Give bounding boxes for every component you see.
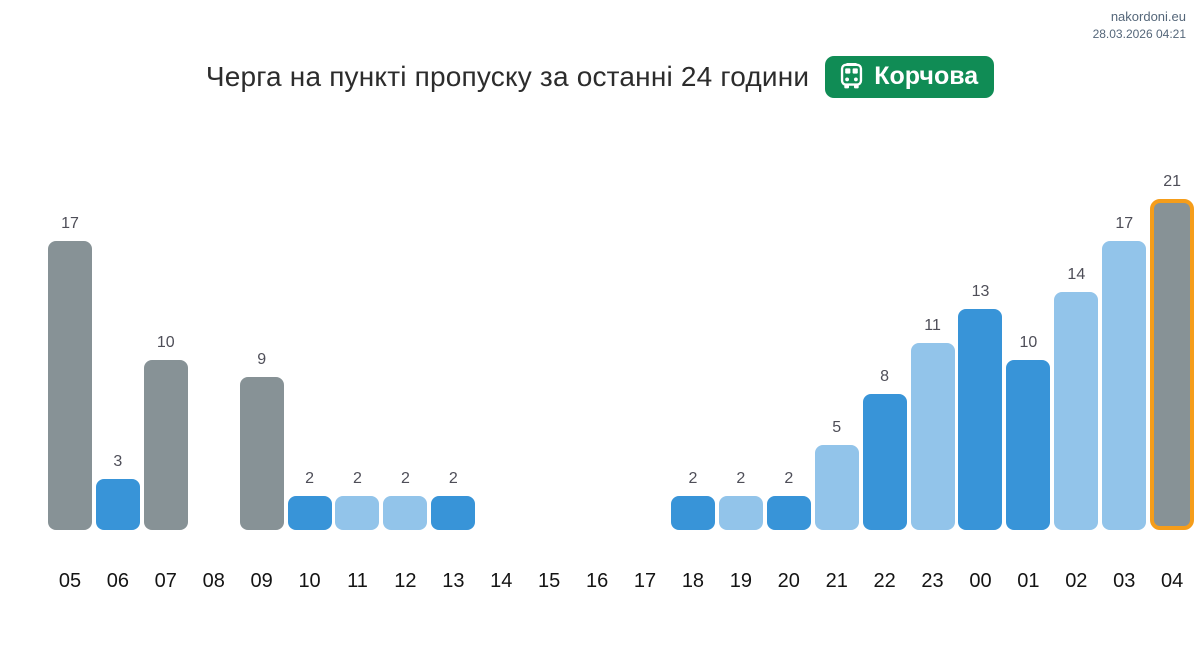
- x-axis-label-03: 03: [1113, 570, 1136, 592]
- x-axis-label-19: 19: [729, 570, 752, 592]
- bar-value-label-20: 2: [784, 470, 794, 487]
- bar-13[interactable]: [431, 496, 476, 530]
- bus-icon: [838, 63, 865, 90]
- checkpoint-badge-label: Корчова: [874, 62, 979, 90]
- bar-slot-22: 8: [861, 173, 909, 530]
- site-header: nakordoni.eu 28.03.2026 04:21: [1093, 8, 1186, 42]
- bar-12[interactable]: [383, 496, 428, 530]
- bar-value-label-22: 8: [880, 368, 890, 385]
- bar-slot-05: 17: [46, 173, 94, 530]
- bar-slot-12: 2: [381, 173, 429, 530]
- bar-value-label-11: 2: [353, 470, 362, 487]
- x-axis-label-08: 08: [202, 570, 225, 592]
- bar-slot-06: 3: [94, 173, 142, 530]
- bar-value-label-03: 17: [1115, 215, 1134, 232]
- x-axis-label-16: 16: [585, 570, 609, 592]
- x-axis-label-12: 12: [394, 570, 417, 592]
- bar-10[interactable]: [287, 496, 332, 530]
- bar-slot-19: 2: [717, 173, 765, 530]
- bar-slot-18: 2: [669, 173, 717, 530]
- bar-20[interactable]: [766, 496, 811, 530]
- bars-row: 17 3 10 9 2 2 2 2 2 2 2 5 8 11 13 10 14 17 21: [46, 173, 1196, 530]
- checkpoint-badge[interactable]: Корчова: [825, 56, 995, 98]
- bar-06[interactable]: [95, 479, 140, 530]
- bar-value-label-10: 2: [305, 470, 315, 487]
- bar-value-label-19: 2: [736, 470, 746, 487]
- x-axis-label-02: 02: [1065, 570, 1088, 592]
- x-axis-label-17: 17: [633, 570, 657, 592]
- bar-value-label-09: 9: [257, 351, 267, 368]
- x-axis-label-20: 20: [777, 570, 800, 592]
- x-axis-label-01: 01: [1017, 570, 1040, 592]
- bar-01[interactable]: [1006, 360, 1051, 530]
- bar-21[interactable]: [814, 445, 859, 530]
- bar-value-label-06: 3: [113, 453, 123, 470]
- bar-18[interactable]: [670, 496, 715, 530]
- bar-slot-23: 11: [909, 173, 957, 530]
- x-axis-label-06: 06: [106, 570, 129, 592]
- x-axis-labels: 05 06 07 08 09 10 11 12 13 14 15 16 17 18 19 20 21 22 23 00…: [46, 570, 1196, 593]
- bar-value-label-12: 2: [400, 470, 410, 487]
- bar-slot-09: 9: [238, 173, 286, 530]
- queue-bar-chart: 17 3 10 9 2 2 2 2 2 2 2 5 8 11 13 10 14 17 21 05 06 07 08 09 10…: [46, 173, 1196, 593]
- x-axis-label-07: 07: [154, 570, 177, 592]
- bar-value-label-05: 17: [61, 215, 79, 232]
- bar-11[interactable]: [335, 496, 380, 530]
- bar-04-current-hour[interactable]: [1150, 199, 1195, 530]
- x-axis-label-09: 09: [250, 570, 273, 592]
- x-axis-label-23: 23: [921, 570, 944, 592]
- site-link[interactable]: nakordoni.eu: [1110, 9, 1186, 24]
- timestamp: 28.03.2026 04:21: [1092, 26, 1186, 41]
- bar-value-label-04: 21: [1163, 173, 1182, 190]
- bar-slot-20: 2: [765, 173, 813, 530]
- bar-03[interactable]: [1102, 241, 1147, 530]
- bar-value-label-21: 5: [832, 419, 842, 436]
- x-axis-label-14: 14: [490, 570, 513, 592]
- x-axis-label-21: 21: [825, 570, 848, 592]
- bar-slot-10: 2: [286, 173, 334, 530]
- bar-slot-11: 2: [334, 173, 382, 530]
- bar-00[interactable]: [958, 309, 1003, 530]
- x-axis-label-13: 13: [442, 570, 465, 592]
- bar-slot-17: [621, 173, 669, 530]
- bar-05[interactable]: [47, 241, 92, 530]
- bar-slot-14: [477, 173, 525, 530]
- bar-value-label-07: 10: [156, 334, 175, 351]
- bar-value-label-01: 10: [1019, 334, 1038, 351]
- bar-07[interactable]: [143, 360, 188, 530]
- bar-slot-15: [525, 173, 573, 530]
- x-axis-label-04: 04: [1161, 570, 1184, 592]
- bar-slot-00: 13: [957, 173, 1005, 530]
- bar-slot-21: 5: [813, 173, 861, 530]
- bar-slot-13: 2: [429, 173, 477, 530]
- bar-value-label-13: 2: [448, 470, 458, 487]
- bar-slot-16: [573, 173, 621, 530]
- x-axis-label-05: 05: [58, 570, 82, 592]
- bar-19[interactable]: [718, 496, 763, 530]
- x-axis-label-11: 11: [347, 570, 368, 592]
- x-axis-label-18: 18: [681, 570, 705, 592]
- bar-value-label-02: 14: [1067, 266, 1086, 283]
- bar-slot-03: 17: [1100, 173, 1148, 530]
- bar-slot-02: 14: [1052, 173, 1100, 530]
- bar-value-label-18: 2: [688, 470, 698, 487]
- bar-09[interactable]: [239, 377, 284, 530]
- bar-value-label-00: 13: [971, 283, 990, 300]
- x-axis-label-00: 00: [969, 570, 992, 592]
- bar-22[interactable]: [862, 394, 907, 530]
- bar-slot-08: [190, 173, 238, 530]
- bar-23[interactable]: [910, 343, 955, 530]
- title-row: Черга на пункті пропуску за останні 24 г…: [0, 56, 1200, 98]
- x-axis-label-10: 10: [298, 570, 321, 592]
- x-axis-label-15: 15: [538, 570, 561, 592]
- bar-slot-07: 10: [142, 173, 190, 530]
- bar-slot-01: 10: [1004, 173, 1052, 530]
- x-axis-label-22: 22: [873, 570, 896, 592]
- bar-slot-04: 21: [1148, 173, 1196, 530]
- page-title: Черга на пункті пропуску за останні 24 г…: [205, 61, 810, 92]
- bar-02[interactable]: [1054, 292, 1099, 530]
- bar-value-label-23: 11: [924, 317, 941, 334]
